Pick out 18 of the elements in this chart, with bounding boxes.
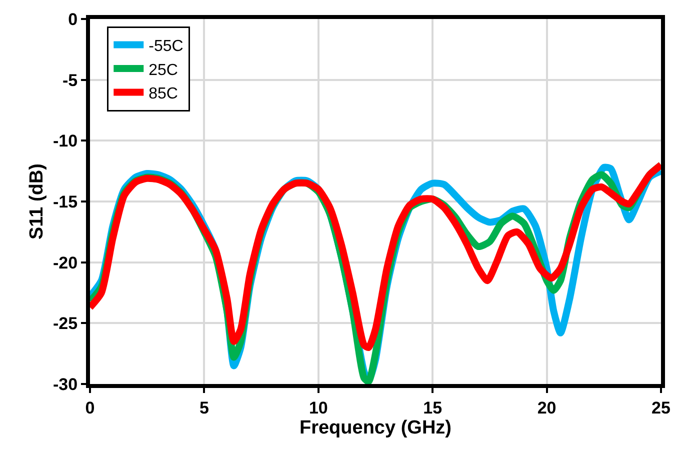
legend-label: 85C	[148, 86, 178, 103]
y-tick-label: -20	[53, 253, 78, 272]
legend-label: -55C	[148, 38, 184, 55]
y-tick-label: -15	[53, 192, 78, 212]
y-tick-label: -30	[53, 374, 78, 394]
x-tick-label: 25	[652, 398, 670, 418]
x-tick-label: 0	[85, 398, 95, 418]
y-tick-label: -10	[53, 132, 78, 151]
x-axis-title: Frequency (GHz)	[299, 417, 452, 438]
legend-label: 25C	[148, 62, 178, 79]
y-tick-label: 0	[68, 10, 78, 29]
y-tick-label: -25	[53, 314, 78, 334]
y-tick-label: -5	[62, 70, 78, 90]
x-tick-label: 20	[537, 398, 556, 418]
x-tick-label: 10	[308, 398, 328, 418]
y-axis-title: S11 (dB)	[26, 163, 48, 240]
x-tick-label: 5	[199, 398, 209, 418]
x-tick-label: 15	[423, 398, 442, 418]
